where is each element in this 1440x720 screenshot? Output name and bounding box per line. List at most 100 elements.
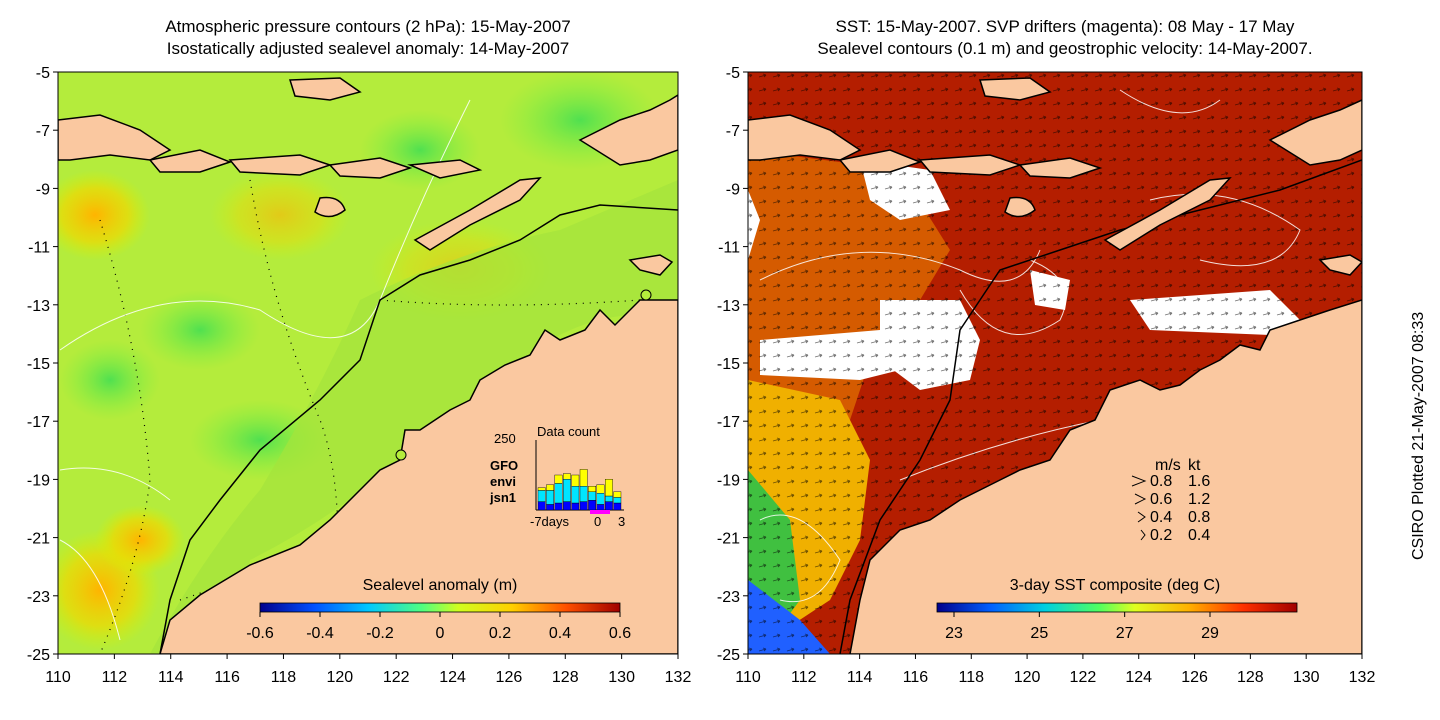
data-count-xlabel-end: 3 [618, 514, 625, 529]
right-x-tick-label: 112 [791, 669, 817, 686]
right-x-tick-label: 120 [1014, 669, 1041, 686]
right-colorbar [936, 602, 1298, 613]
left-y-tick-label: -21 [27, 531, 50, 548]
data-count-bar-segment [596, 484, 605, 494]
right-x-tick-label: 124 [1125, 669, 1152, 686]
data-count-bar-segment [546, 490, 555, 505]
left-x-tick-label: 110 [45, 669, 71, 686]
left-x-tick-label: 130 [608, 669, 635, 686]
velocity-legend-ms: 0.8 [1150, 473, 1172, 490]
velocity-legend-arrow [1134, 493, 1147, 505]
left-y-tick-label: -15 [27, 356, 50, 373]
right-map [748, 72, 1362, 654]
data-count-bar-segment [596, 493, 605, 505]
data-count-bar-segment [588, 500, 597, 511]
left-colorbar [259, 602, 621, 613]
colorbar-tick-label: -0.4 [306, 625, 334, 642]
right-x-tick-label: 114 [847, 669, 873, 686]
anomaly-low-patch [140, 290, 260, 370]
right-y-tick-label: -21 [717, 531, 740, 548]
left-y-tick-label: -11 [28, 240, 50, 257]
colorbar-tick-label: 27 [1116, 625, 1134, 642]
left-map [58, 72, 678, 654]
shelf-break-line [839, 159, 1362, 654]
right-y-tick-label: -5 [726, 65, 740, 82]
velocity-legend-ms: 0.2 [1150, 527, 1172, 544]
right-title-line1: SST: 15-May-2007. SVP drifters (magenta)… [835, 17, 1295, 36]
map-axes: -5 -7 -9 -11 -13 -15 -17 -19 -21 -23 -25 110 112 114 1… [27, 65, 1376, 686]
left-x-tick-label: 128 [552, 669, 579, 686]
data-count-bar-segment [554, 483, 563, 504]
left-x-tick-label: 118 [271, 669, 297, 686]
velocity-legend-ms: 0.6 [1150, 491, 1172, 508]
shelf-region [150, 180, 678, 654]
colorbar-tick-label: 0.6 [609, 625, 631, 642]
anomaly-high-patch [58, 170, 150, 260]
drifter-period-marker [590, 510, 610, 514]
left-x-tick-label: 112 [102, 669, 128, 686]
left-y-tick-label: -25 [27, 647, 50, 664]
left-y-tick-label: -23 [27, 589, 50, 606]
colorbar-tick-label: 0 [436, 625, 445, 642]
left-colorbar-label: Sealevel anomaly (m) [363, 577, 518, 594]
left-y-tick-label: -9 [36, 181, 50, 198]
right-y-tick-label: -19 [717, 472, 740, 489]
right-colorbar-ticks: 23 25 27 29 [945, 612, 1219, 642]
velocity-legend-arrow [1131, 475, 1147, 487]
right-y-tick-label: -13 [717, 298, 740, 315]
right-title-line2: Sealevel contours (0.1 m) and geostrophi… [817, 39, 1313, 58]
legend-gfo: GFO [490, 458, 518, 473]
data-count-bars [537, 469, 622, 511]
data-count-title: Data count [537, 424, 600, 439]
right-x-tick-label: 122 [1070, 669, 1097, 686]
right-x-tick-label: 118 [959, 669, 985, 686]
right-map-title: SST: 15-May-2007. SVP drifters (magenta)… [745, 16, 1385, 60]
data-count-bar-segment [537, 501, 546, 511]
data-count-ymax: 250 [494, 431, 516, 446]
data-count-bar-segment [613, 497, 622, 504]
australia-landmass [159, 299, 678, 654]
data-count-inset: Data count 250 GFO envi jsn1 -7days 0 3 [489, 424, 625, 529]
data-count-bar-segment [546, 484, 555, 491]
left-map-title: Atmospheric pressure contours (2 hPa): 1… [58, 16, 678, 60]
legend-envi: envi [490, 474, 516, 489]
right-x-tick-label: 110 [735, 669, 761, 686]
colorbar-tick-label: -0.2 [366, 625, 394, 642]
right-x-tick-label: 126 [1181, 669, 1208, 686]
left-x-tick-label: 120 [326, 669, 353, 686]
velocity-legend-kt: 0.8 [1188, 509, 1210, 526]
legend-jsn1: jsn1 [489, 490, 516, 505]
data-count-bar-segment [571, 486, 580, 504]
left-x-tick-label: 126 [496, 669, 523, 686]
left-title-line2: Isostatically adjusted sealevel anomaly:… [166, 39, 570, 58]
left-x-tick-label: 114 [158, 669, 184, 686]
right-colorbar-label: 3-day SST composite (deg C) [1010, 577, 1220, 594]
data-count-bar-segment [537, 490, 546, 502]
velocity-legend: m/s kt 0.8 1.60.6 1.20.4 0.80.2 0.4 [1131, 457, 1210, 544]
right-x-tick-label: 116 [903, 669, 929, 686]
left-y-tick-label: -5 [36, 65, 50, 82]
left-x-tick-label: 132 [665, 669, 692, 686]
right-x-tick-label: 132 [1349, 669, 1376, 686]
data-count-bar-segment [605, 495, 613, 502]
data-count-bar-segment [579, 486, 588, 502]
data-count-bar-segment [605, 479, 613, 497]
anomaly-high-patch [210, 170, 350, 260]
left-y-tick-label: -19 [27, 472, 50, 489]
data-count-bar-segment [571, 502, 580, 511]
indonesia-islands [58, 77, 678, 276]
drifter-marker [640, 289, 652, 301]
left-y-tick-label: -13 [27, 298, 50, 315]
data-count-bar-segment [554, 502, 563, 511]
left-colorbar-ticks: -0.6 -0.4 -0.2 0 0.2 0.4 0.6 [246, 612, 631, 642]
anomaly-high-patch [95, 505, 185, 575]
data-count-bar-segment [596, 504, 605, 511]
right-x-tick-label: 128 [1237, 669, 1264, 686]
colorbar-tick-label: 25 [1030, 625, 1048, 642]
velocity-legend-ms: 0.4 [1150, 509, 1172, 526]
velocity-legend-kt-header: kt [1188, 457, 1201, 474]
data-count-bar-segment [605, 501, 613, 511]
data-count-xlabel-start: -7days [530, 514, 570, 529]
right-y-tick-label: -9 [726, 181, 740, 198]
